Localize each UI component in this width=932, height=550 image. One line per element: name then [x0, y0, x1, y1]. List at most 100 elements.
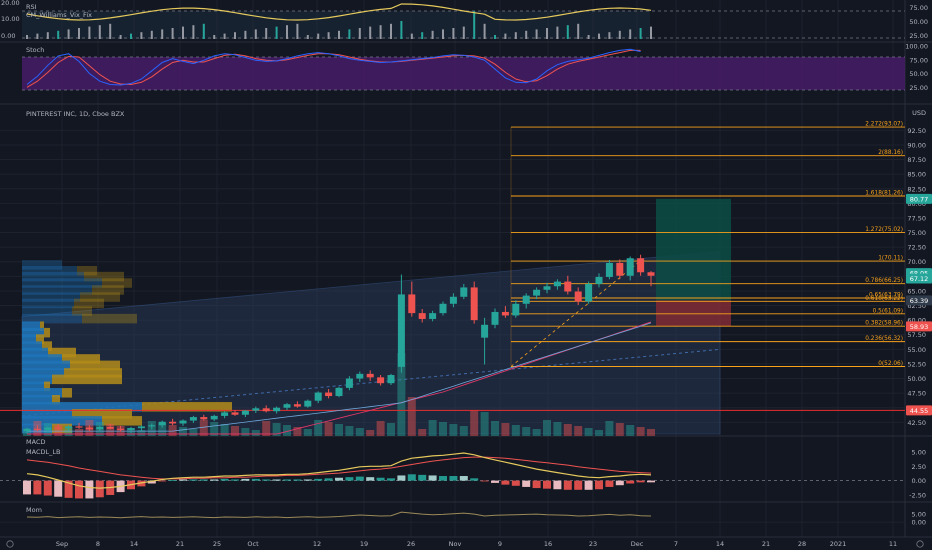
- volume-bar: [220, 424, 229, 436]
- candle-body: [169, 421, 177, 424]
- settings-icon[interactable]: [916, 540, 924, 548]
- volume-profile-up: [22, 278, 102, 288]
- zoom-icon[interactable]: [6, 540, 14, 548]
- x-axis-tick: 14: [130, 540, 138, 548]
- vix-fix-bar: [379, 25, 382, 39]
- volume-profile-down: [52, 423, 72, 434]
- volume-profile-down: [64, 368, 122, 378]
- x-axis-tick: 16: [544, 540, 552, 548]
- fib-trend-line: [510, 260, 641, 367]
- vix-fix-bar: [556, 26, 559, 39]
- macd-histogram-bar: [179, 479, 187, 481]
- candle-body: [501, 311, 509, 316]
- volume-profile-up: [22, 327, 44, 338]
- vix-fix-bar: [98, 25, 101, 39]
- macd-histogram-bar: [168, 480, 177, 481]
- candle-body: [148, 425, 156, 427]
- volume-bar: [199, 420, 208, 436]
- volume-bar: [418, 429, 427, 436]
- macd-histogram-bar: [251, 478, 260, 481]
- macd-histogram-bar: [428, 475, 437, 481]
- volume-bar: [137, 430, 146, 436]
- volume-profile-down: [36, 334, 44, 344]
- macd-histogram-bar: [54, 480, 63, 497]
- macd-histogram-bar: [491, 480, 499, 483]
- fib-level-label: 0.5(61.09): [873, 308, 903, 314]
- x-axis-tick: 19: [360, 540, 368, 548]
- volume-profile-down: [102, 278, 132, 288]
- price-unit: USD: [912, 109, 926, 117]
- macd-histogram-bar: [95, 480, 104, 498]
- price-y-tick: 57.50: [907, 331, 926, 339]
- price-y-tick: 52.50: [907, 360, 926, 368]
- price-y-tick: 85.00: [907, 171, 926, 179]
- price-y-tick: 65.00: [907, 287, 926, 295]
- macd-histogram-bar: [574, 480, 583, 490]
- candle-body: [325, 392, 333, 397]
- volume-bar: [532, 429, 541, 436]
- candle-body: [283, 404, 291, 408]
- vix-fix-bar: [78, 28, 80, 39]
- volume-profile-down: [62, 388, 72, 398]
- rsi-y-tick: 50.00: [909, 18, 928, 26]
- x-axis-tick: 8: [96, 540, 100, 548]
- macd-y-tick: 0.00: [912, 477, 926, 485]
- x-axis-tick: 21: [176, 540, 184, 548]
- vix-fix-bar: [421, 32, 424, 39]
- candle-body: [553, 281, 561, 287]
- volume-profile-down: [142, 402, 232, 412]
- volume-profile-down: [77, 266, 97, 276]
- volume-profile-down: [82, 313, 137, 324]
- volume-bar: [324, 422, 333, 436]
- vix-fix-bar: [36, 33, 39, 39]
- price-label-box: [906, 193, 932, 204]
- price-label-text: 80.77: [910, 195, 929, 203]
- candle-body: [75, 426, 83, 428]
- candle-body: [605, 262, 613, 277]
- vix-fix-bar: [327, 32, 330, 39]
- macd-histogram-bar: [199, 479, 208, 481]
- macd-y-tick: 2.50: [912, 463, 926, 471]
- x-axis-tick: Nov: [449, 540, 462, 548]
- vix-fix-bar: [442, 29, 444, 39]
- vix-fix-bar: [452, 28, 455, 39]
- mom-line: [26, 511, 652, 519]
- candle-body: [221, 412, 229, 416]
- macd-histogram-bar: [64, 480, 73, 498]
- fib-level-label: 0.382(58.96): [865, 321, 903, 327]
- vix-fix-bar: [244, 30, 247, 39]
- candle-body: [585, 283, 593, 302]
- stoch-title: Stoch: [26, 46, 44, 54]
- volume-bar: [283, 425, 291, 436]
- macd-histogram-bar: [147, 480, 156, 484]
- main-chart-title: PINTEREST INC, 1D, Cboe BZX: [26, 110, 125, 118]
- macd-histogram-bar: [563, 480, 572, 490]
- vix-fix-bar: [431, 30, 434, 39]
- macd-y-tick: -2.50: [909, 491, 926, 499]
- candle-body: [293, 404, 301, 407]
- volume-bar: [241, 428, 250, 436]
- vix-fix-bar: [67, 29, 70, 39]
- vix-fix-bar: [514, 32, 517, 39]
- macd-histogram-bar: [459, 476, 468, 481]
- volume-bar: [605, 421, 614, 436]
- candle-body: [637, 258, 645, 273]
- macd-histogram-bar: [23, 480, 31, 495]
- candle-body: [418, 313, 426, 319]
- price-y-tick: 72.50: [907, 244, 926, 252]
- price-y-tick: 77.50: [907, 214, 926, 222]
- candle-body: [481, 324, 489, 338]
- candle-body: [262, 408, 270, 412]
- volume-bar: [397, 353, 406, 436]
- candle-body: [439, 303, 447, 314]
- volume-profile-down: [44, 327, 50, 338]
- vix-fix-bar: [338, 30, 340, 39]
- x-axis-tick: Dec: [631, 540, 644, 548]
- x-axis-tick: 12: [313, 540, 321, 548]
- volume-bar: [75, 429, 83, 436]
- mom-title: Mom: [26, 506, 42, 514]
- volume-bar: [470, 410, 479, 436]
- fib-level-label: 1(70.11): [878, 256, 903, 262]
